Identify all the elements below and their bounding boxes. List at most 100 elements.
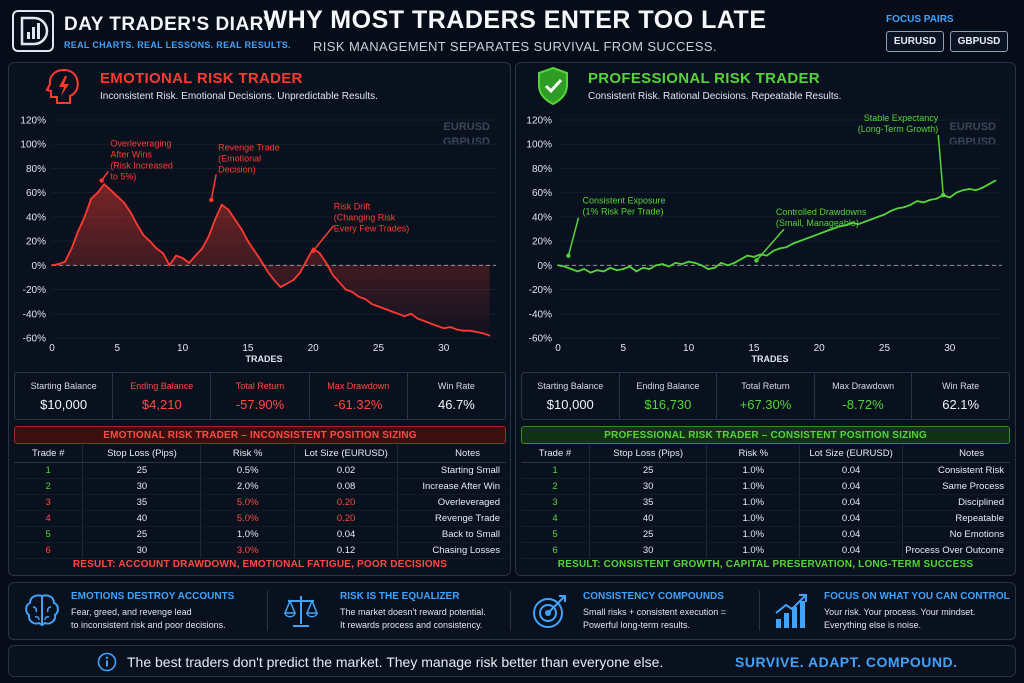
data-point [299, 271, 301, 274]
table-cell: 1.0% [706, 510, 801, 527]
table-cell: 0.20 [294, 510, 399, 527]
table-cell: Starting Small [397, 462, 506, 479]
annotation-text: (1% Risk Per Trade) [583, 207, 664, 217]
data-point [358, 295, 360, 298]
footer-quote: The best traders don't predict the marke… [127, 654, 664, 670]
table-cell: Disciplined [902, 494, 1010, 511]
stat-label: Ending Balance [636, 381, 700, 391]
table-cell: 30 [82, 478, 202, 495]
annotation-arrowhead [209, 197, 214, 203]
data-point [726, 264, 729, 267]
data-point [96, 191, 99, 194]
table-cell: 0.5% [200, 462, 295, 479]
emotional-equity-chart: EURUSD GBPUSD -60% -40% -20% 0% 20% 40% 60% 80% 10… [20, 116, 496, 364]
data-point [83, 216, 86, 218]
data-point [615, 269, 618, 272]
data-point [955, 191, 958, 194]
column-header: Notes [397, 445, 506, 463]
stat-label: Max Drawdown [327, 381, 390, 391]
data-point [77, 230, 79, 233]
stat-label: Total Return [741, 381, 790, 391]
table-row: 3 35 5.0% 0.20 Overleveraged [14, 494, 506, 511]
table-cell: Process Over Outcome [902, 542, 1010, 559]
y-tick-label: -40% [23, 309, 46, 320]
data-point [70, 247, 73, 250]
data-point [857, 223, 860, 226]
stat-label: Starting Balance [30, 381, 97, 391]
data-point [207, 235, 210, 238]
data-point [909, 203, 912, 206]
annotation-arrow [567, 217, 580, 256]
lesson-line: The market doesn't reward potential. [340, 607, 486, 617]
data-point [609, 266, 612, 269]
y-tick-label: 0% [32, 261, 47, 272]
data-point [681, 263, 683, 265]
data-point [916, 200, 918, 202]
data-point [325, 262, 328, 264]
data-point [981, 186, 984, 189]
data-point [162, 252, 164, 255]
data-point [233, 218, 236, 221]
table-cell: 0.04 [799, 510, 903, 527]
table-header-row: Trade # Stop Loss (Pips) Risk % Lot Size (E… [521, 445, 1010, 463]
table-cell: 0.20 [294, 494, 399, 511]
column-header: Lot Size (EURUSD) [294, 445, 399, 463]
chart-watermark: GBPUSD [949, 136, 996, 148]
data-point [850, 222, 853, 224]
annotation-text: (Risk Increased [110, 160, 173, 170]
x-tick-label: 30 [438, 343, 450, 354]
x-tick-label: 0 [555, 343, 561, 354]
table-cell: 6 [14, 542, 84, 559]
pair-button-gbpusd[interactable]: GBPUSD [950, 31, 1008, 52]
focus-pairs-label: FOCUS PAIRS [886, 14, 954, 25]
table-cell: 2 [521, 478, 590, 495]
data-point [687, 260, 690, 263]
data-point [753, 256, 755, 258]
table-cell: 3 [521, 494, 590, 511]
data-point [896, 207, 899, 210]
page-subtitle: RISK MANAGEMENT SEPARATES SURVIVAL FROM … [313, 39, 717, 54]
data-point [766, 254, 768, 257]
annotation-arrow [755, 228, 785, 261]
data-point [188, 262, 191, 264]
data-point [220, 203, 223, 206]
table-cell: 1.0% [706, 462, 801, 479]
data-point [181, 257, 184, 259]
data-point [371, 303, 373, 305]
pair-button-eurusd[interactable]: EURUSD [886, 31, 944, 52]
data-point [416, 317, 419, 320]
table-cell: 40 [82, 510, 202, 527]
table-cell: 1 [14, 462, 84, 479]
table-row: 5 25 1.0% 0.04 Back to Small [14, 526, 506, 543]
data-point [798, 240, 801, 243]
data-point [390, 310, 393, 313]
table-cell: 0.08 [294, 478, 399, 495]
stat-value: $10,000 [40, 397, 88, 412]
annotation: Consistent Exposure(1% Risk Per Trade) [566, 196, 666, 258]
emotional-table-title: EMOTIONAL RISK TRADER – INCONSISTENT POS… [14, 426, 506, 444]
data-point [805, 237, 807, 240]
table-cell: 4 [14, 510, 84, 527]
data-point [864, 220, 866, 223]
table-cell: 5.0% [200, 494, 295, 511]
table-row: 6 30 3.0% 0.12 Chasing Losses [14, 542, 506, 559]
data-point [103, 183, 106, 186]
data-point [260, 259, 262, 262]
data-point [266, 270, 269, 273]
table-cell: 30 [82, 542, 202, 559]
annotation-arrow [937, 135, 944, 196]
data-point [201, 247, 204, 250]
table-cell: 25 [82, 526, 202, 543]
table-row: 5 25 1.0% 0.04 No Emotions [521, 526, 1010, 543]
table-cell: 35 [82, 494, 202, 511]
stat-value: $4,210 [141, 397, 182, 412]
data-point [929, 199, 932, 201]
table-cell: 0.04 [799, 526, 903, 543]
data-point [622, 268, 625, 270]
annotation-text: Decision) [218, 164, 256, 174]
y-tick-label: -20% [529, 285, 552, 296]
data-point [935, 197, 938, 200]
table-cell: No Emotions [902, 526, 1010, 543]
professional-table-title: PROFESSIONAL RISK TRADER – CONSISTENT PO… [521, 426, 1010, 444]
lesson-consistency: CONSISTENCY COMPOUNDS Small risks + cons… [511, 583, 759, 639]
